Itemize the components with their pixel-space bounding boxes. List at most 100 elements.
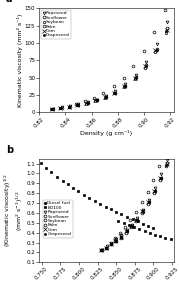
Diesel fuel [137, 220, 139, 223]
Grapeseed [154, 190, 156, 193]
Corn [68, 105, 70, 108]
Grapeseed [105, 246, 107, 250]
Corn [153, 190, 155, 193]
Grapeseed [131, 224, 133, 228]
Rapeseed [135, 73, 137, 76]
Corn [166, 163, 168, 166]
Soybean [68, 105, 70, 108]
Corn [103, 95, 106, 98]
Palm [123, 76, 125, 79]
Corn [59, 106, 61, 110]
Y-axis label: (Kinematic viscosity)$^{1/2}$
(mm$^2$ s$^{-1}$)$^{1/2}$: (Kinematic viscosity)$^{1/2}$ (mm$^2$ s$… [3, 174, 25, 247]
Corn [123, 84, 125, 87]
Corn [113, 91, 115, 94]
Sunflower [105, 95, 107, 98]
BD100 [117, 219, 120, 222]
Palm [143, 50, 145, 53]
Diesel fuel [132, 217, 134, 221]
Sunflower [125, 230, 128, 233]
Rapeseed [160, 173, 162, 176]
BD100 [159, 235, 161, 238]
Grapeseed [160, 177, 162, 180]
Sunflower [101, 248, 103, 252]
Palm [135, 210, 137, 214]
Palm [119, 231, 121, 234]
Corn [134, 76, 136, 79]
Diesel fuel [88, 196, 90, 200]
Diesel fuel [61, 179, 64, 182]
Diesel fuel [110, 208, 112, 211]
Palm [93, 96, 95, 99]
Rapeseed [77, 103, 79, 106]
Rapeseed [154, 187, 156, 190]
Grapeseed [156, 48, 158, 52]
Sunflower [96, 99, 98, 102]
Grapeseed [114, 91, 116, 94]
Soybean [165, 165, 167, 168]
Rapeseed [105, 94, 107, 98]
Rapeseed [125, 229, 128, 232]
Palm [152, 178, 154, 181]
Grapeseed [100, 248, 102, 252]
Line: Grapeseed: Grapeseed [98, 163, 168, 252]
Palm [164, 150, 166, 154]
Sunflower [77, 103, 79, 107]
Diesel fuel [125, 215, 128, 219]
Grapeseed [50, 107, 52, 110]
Rapeseed [145, 61, 147, 64]
Corn [100, 248, 102, 252]
Rapeseed [166, 21, 168, 24]
Soybean [135, 219, 137, 222]
Legend: Rapeseed, Sunflower, Soybean, Palm, Corn, Grapeseed: Rapeseed, Sunflower, Soybean, Palm, Corn… [41, 10, 71, 39]
Rapeseed [101, 248, 103, 252]
Corn [85, 102, 87, 105]
Sunflower [131, 224, 133, 228]
Sunflower [154, 189, 156, 192]
Soybean [113, 92, 115, 95]
Corn [147, 201, 149, 204]
Soybean [144, 66, 146, 70]
Soybean [110, 243, 112, 246]
Rapeseed [61, 105, 63, 109]
Corn [105, 246, 107, 250]
Line: BD100: BD100 [117, 219, 172, 241]
Diesel fuel [55, 175, 58, 178]
Grapeseed [77, 103, 79, 107]
Sunflower [86, 102, 89, 105]
Diesel fuel [93, 199, 96, 202]
Line: Corn: Corn [50, 28, 169, 110]
Soybean [134, 77, 136, 81]
Sunflower [145, 63, 147, 67]
Diesel fuel [115, 210, 117, 214]
Diesel fuel [142, 222, 144, 225]
Soybean [130, 225, 132, 229]
Line: Palm: Palm [74, 8, 166, 105]
X-axis label: Density (g cm⁻¹): Density (g cm⁻¹) [80, 130, 133, 136]
Corn [130, 224, 132, 228]
Sunflower [156, 47, 158, 50]
Diesel fuel [50, 171, 52, 174]
Grapeseed [105, 95, 107, 98]
Grapeseed [165, 29, 167, 32]
Palm [75, 102, 77, 105]
Palm [102, 91, 104, 94]
Palm [84, 99, 86, 103]
Rapeseed [110, 241, 112, 244]
Rapeseed [86, 101, 89, 104]
Corn [120, 235, 122, 238]
Soybean [59, 106, 61, 110]
Palm [124, 225, 126, 229]
Soybean [103, 96, 106, 99]
Palm [113, 85, 115, 88]
BD100 [149, 231, 151, 234]
Sunflower [52, 107, 54, 110]
Soybean [85, 102, 87, 105]
Sunflower [166, 161, 168, 165]
Grapeseed [120, 235, 122, 238]
Rapeseed [166, 158, 168, 161]
Soybean [105, 246, 107, 250]
Soybean [147, 202, 149, 206]
Diesel fuel [120, 213, 122, 216]
Sunflower [160, 176, 162, 179]
Sunflower [105, 246, 108, 250]
